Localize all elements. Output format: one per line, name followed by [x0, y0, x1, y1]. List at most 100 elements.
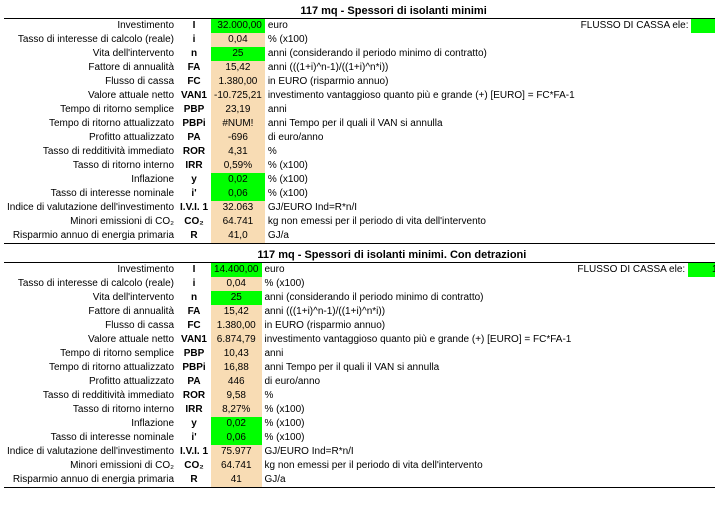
row-side — [578, 33, 715, 47]
row-symbol: FC — [177, 75, 211, 89]
row-symbol: I.V.I. 1 — [177, 445, 211, 459]
row-label: Indice di valutazione dell'investimento — [4, 201, 177, 215]
row-value: 15,42 — [211, 61, 265, 75]
table-row: Inflazioney0,02% (x100) — [4, 173, 715, 187]
row-side — [574, 459, 715, 473]
row-symbol: PBPi — [177, 361, 211, 375]
table-row: Flusso di cassaFC1.380,00in EURO (rispar… — [4, 75, 715, 89]
row-label: Tempo di ritorno attualizzato — [4, 117, 177, 131]
row-value: 1.380,00 — [211, 319, 262, 333]
row-value: -10.725,21 — [211, 89, 265, 103]
table-title: 117 mq - Spessori di isolanti minimi. Co… — [4, 248, 715, 263]
row-label: Risparmio annuo di energia primaria — [4, 229, 177, 244]
row-side — [574, 291, 715, 305]
row-unit: in EURO (risparmio annuo) — [262, 319, 575, 333]
row-value: 0,04 — [211, 277, 262, 291]
row-unit: % (x100) — [265, 187, 578, 201]
row-side — [578, 61, 715, 75]
row-value: 9,58 — [211, 389, 262, 403]
row-unit: in EURO (risparmio annuo) — [265, 75, 578, 89]
row-unit: investimento vantaggioso quanto più e gr… — [262, 333, 575, 347]
row-side — [574, 333, 715, 347]
row-unit: investimento vantaggioso quanto più e gr… — [265, 89, 578, 103]
row-value: 0,04 — [211, 33, 265, 47]
row-symbol: i' — [177, 431, 211, 445]
row-unit: % (x100) — [265, 159, 578, 173]
row-unit: di euro/anno — [262, 375, 575, 389]
row-unit: % (x100) — [265, 173, 578, 187]
row-label: Tempo di ritorno semplice — [4, 103, 177, 117]
table-row: Inflazioney0,02% (x100) — [4, 417, 715, 431]
row-symbol: n — [177, 291, 211, 305]
row-symbol: CO₂ — [177, 215, 211, 229]
row-value: 23,19 — [211, 103, 265, 117]
row-side — [574, 389, 715, 403]
table-row: Fattore di annualitàFA15,42anni (((1+i)^… — [4, 305, 715, 319]
row-side — [578, 229, 715, 244]
row-side: FLUSSO DI CASSA ele: 1.380,00 euro — [574, 263, 715, 278]
row-side — [578, 47, 715, 61]
flusso-label: FLUSSO DI CASSA ele: — [577, 264, 685, 275]
row-value: 10,43 — [211, 347, 262, 361]
table-row: Valore attuale nettoVAN1-10.725,21invest… — [4, 89, 715, 103]
row-symbol: FA — [177, 61, 211, 75]
table-row: Tasso di interesse nominalei'0,06% (x100… — [4, 187, 715, 201]
row-value: 32.000,00 — [211, 19, 265, 34]
row-label: Fattore di annualità — [4, 305, 177, 319]
row-symbol: PA — [177, 375, 211, 389]
row-value: -696 — [211, 131, 265, 145]
table-row: Vita dell'interventon25anni (considerand… — [4, 291, 715, 305]
flusso-value: 1.380,00 — [688, 263, 715, 277]
row-side: FLUSSO DI CASSA ele: 1.380,00 euro — [578, 19, 715, 34]
row-label: Vita dell'intervento — [4, 291, 177, 305]
row-label: Tasso di interesse nominale — [4, 431, 177, 445]
row-label: Profitto attualizzato — [4, 131, 177, 145]
row-value: 0,02 — [211, 417, 262, 431]
row-label: Tasso di ritorno interno — [4, 159, 177, 173]
row-unit: euro — [265, 19, 578, 34]
row-label: Inflazione — [4, 173, 177, 187]
row-unit: GJ/EURO Ind=R*n/I — [262, 445, 575, 459]
row-unit: anni — [262, 347, 575, 361]
row-symbol: ROR — [177, 389, 211, 403]
row-value: 75.977 — [211, 445, 262, 459]
analysis-table: 117 mq - Spessori di isolanti minimi. Co… — [4, 248, 715, 488]
row-label: Valore attuale netto — [4, 333, 177, 347]
row-value: 0,02 — [211, 173, 265, 187]
row-symbol: n — [177, 47, 211, 61]
row-unit: GJ/EURO Ind=R*n/I — [265, 201, 578, 215]
row-side — [578, 173, 715, 187]
table-row: Indice di valutazione dell'investimentoI… — [4, 445, 715, 459]
row-value: 0,06 — [211, 431, 262, 445]
row-label: Tasso di ritorno interno — [4, 403, 177, 417]
row-label: Flusso di cassa — [4, 319, 177, 333]
row-value: 41,0 — [211, 229, 265, 244]
row-unit: GJ/a — [265, 229, 578, 244]
row-unit: anni Tempo per il quali il VAN si annull… — [265, 117, 578, 131]
table-row: InvestimentoI14.400,00euroFLUSSO DI CASS… — [4, 263, 715, 278]
row-symbol: CO₂ — [177, 459, 211, 473]
row-side — [574, 361, 715, 375]
row-label: Tasso di redditività immediato — [4, 389, 177, 403]
row-unit: anni (considerando il periodo minimo di … — [262, 291, 575, 305]
row-symbol: IRR — [177, 159, 211, 173]
row-label: Fattore di annualità — [4, 61, 177, 75]
row-side — [574, 375, 715, 389]
row-symbol: PBP — [177, 347, 211, 361]
row-side — [578, 215, 715, 229]
row-value: 446 — [211, 375, 262, 389]
row-unit: euro — [262, 263, 575, 278]
row-side — [578, 75, 715, 89]
row-label: Risparmio annuo di energia primaria — [4, 473, 177, 488]
row-unit: GJ/a — [262, 473, 575, 488]
row-side — [574, 319, 715, 333]
row-symbol: I.V.I. 1 — [177, 201, 211, 215]
row-side — [578, 187, 715, 201]
row-value: 4,31 — [211, 145, 265, 159]
table-row: Vita dell'interventon25anni (considerand… — [4, 47, 715, 61]
row-side — [574, 277, 715, 291]
row-side — [578, 117, 715, 131]
row-symbol: ROR — [177, 145, 211, 159]
row-value: 41 — [211, 473, 262, 488]
row-unit: kg non emessi per il periodo di vita del… — [262, 459, 575, 473]
